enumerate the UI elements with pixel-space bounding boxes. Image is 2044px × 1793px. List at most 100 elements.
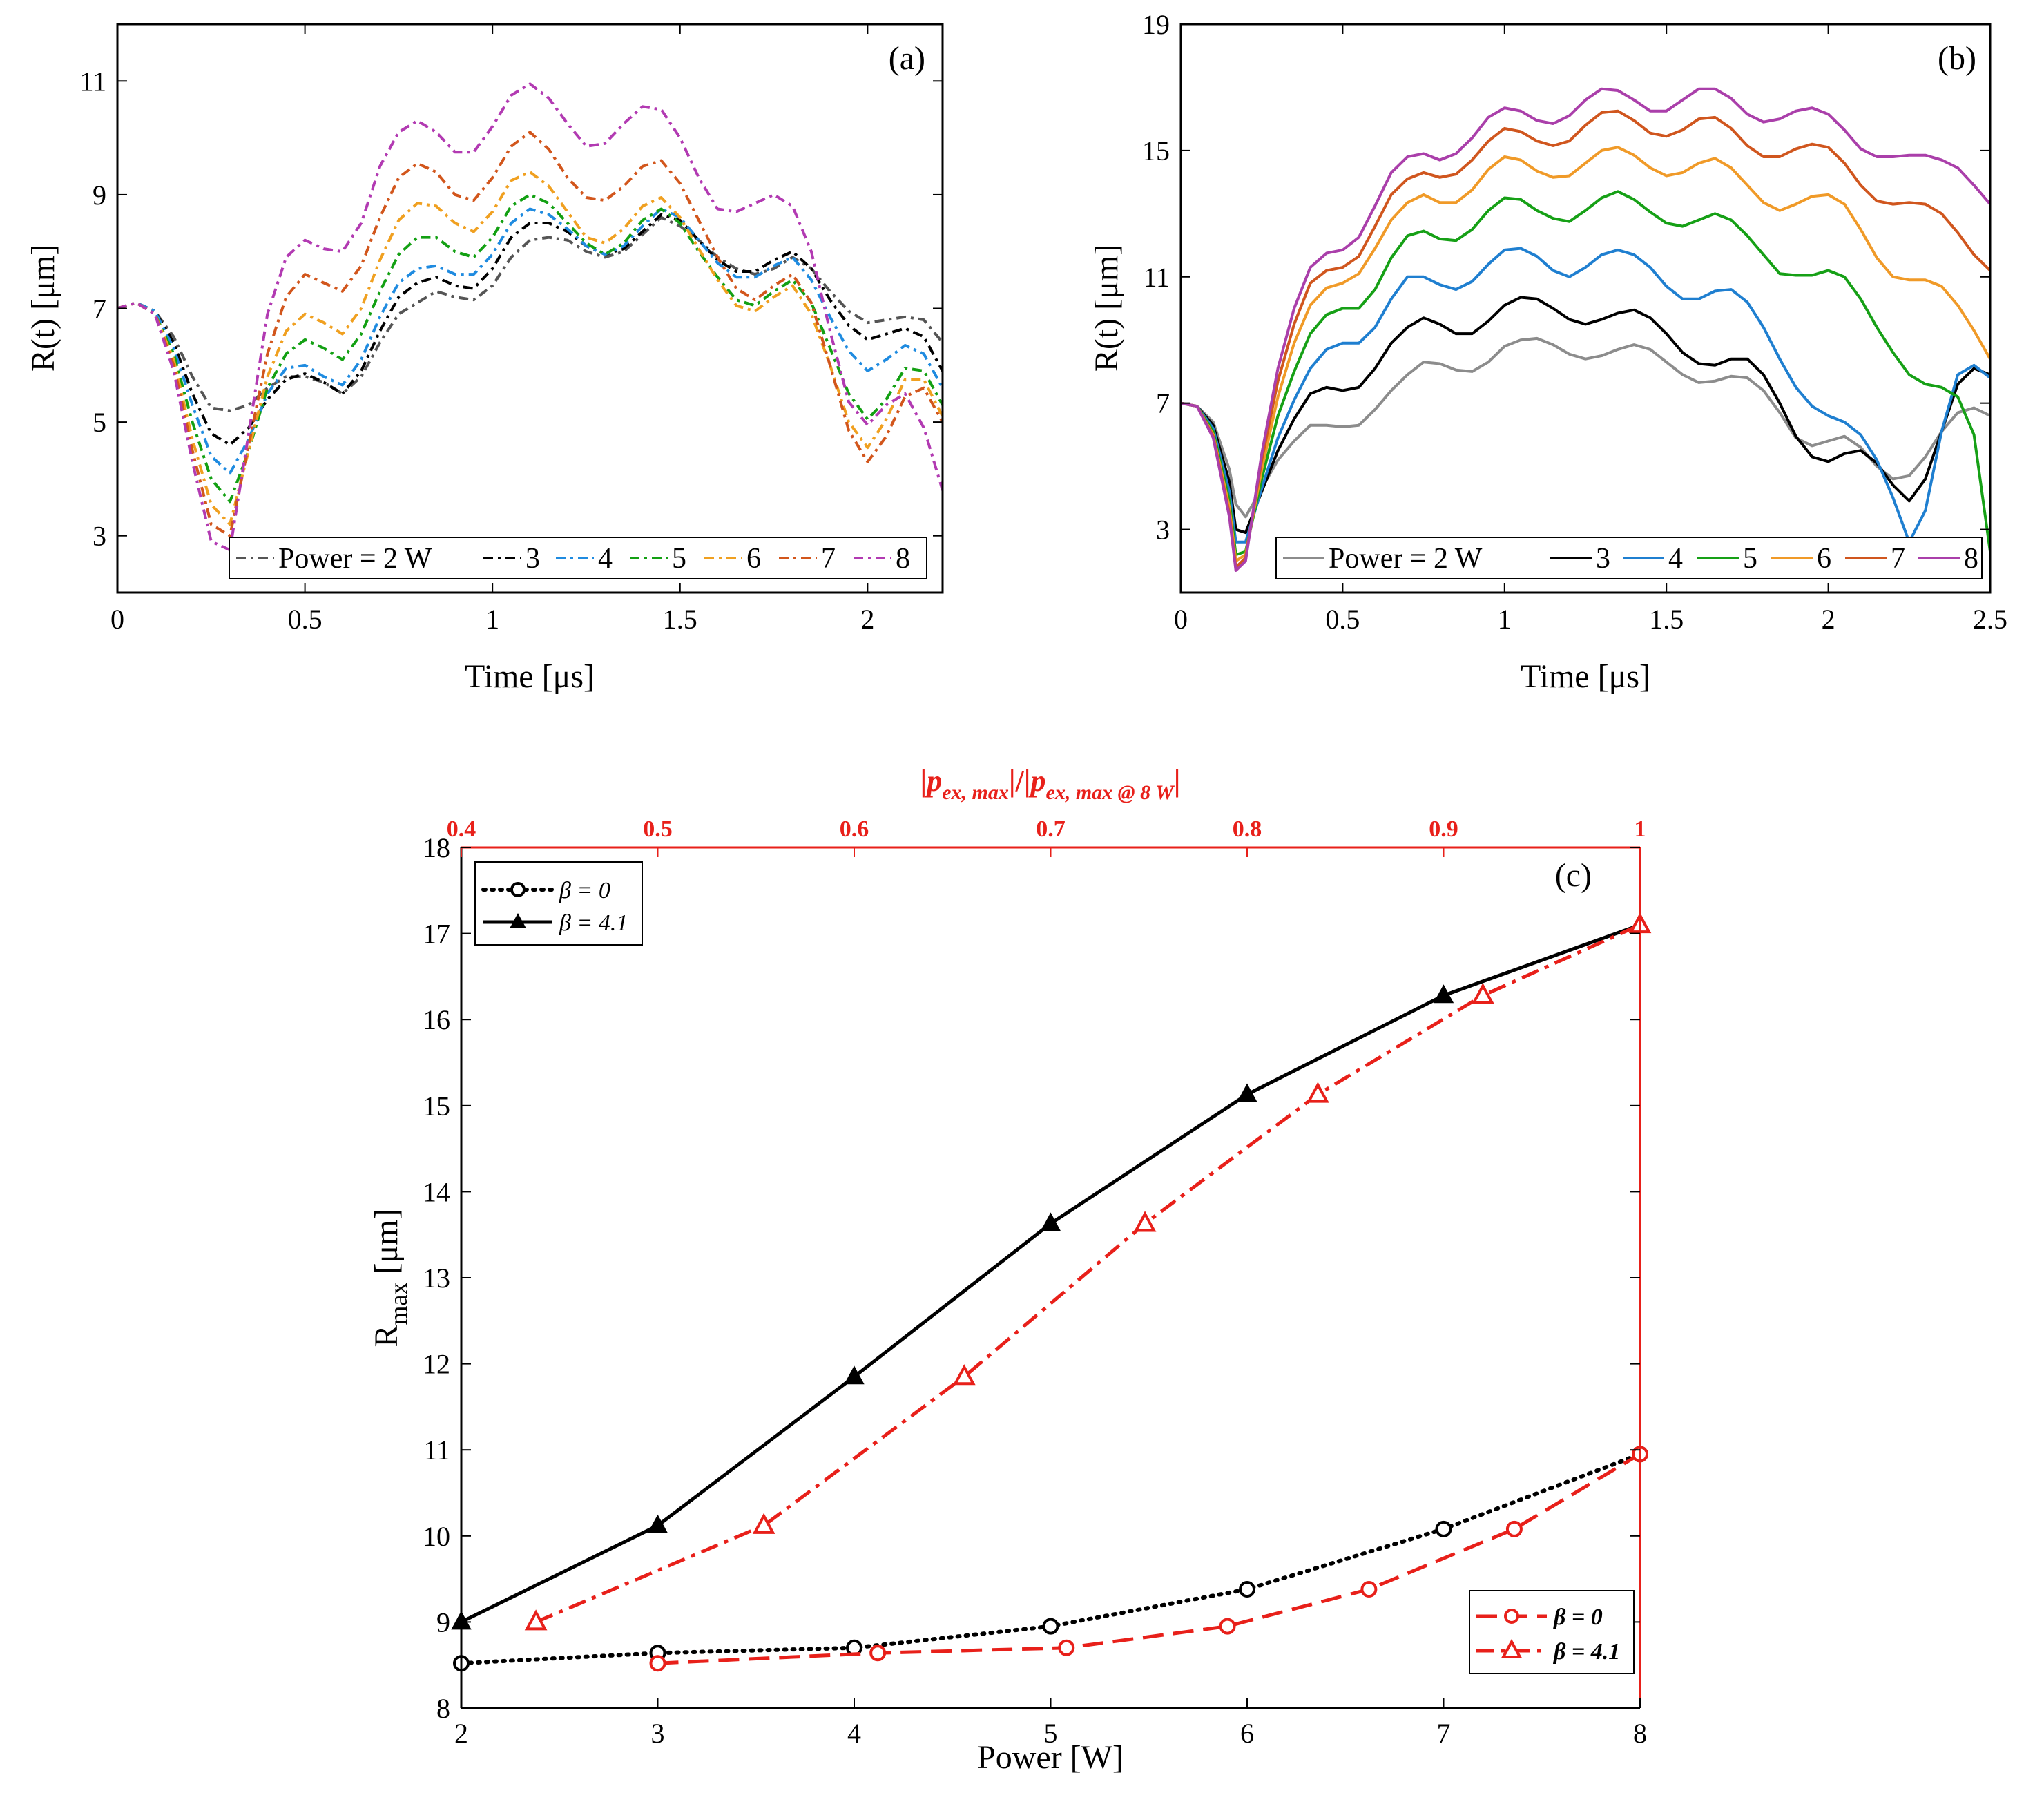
panel-b-legend-label-1: Power = 2 W xyxy=(1329,543,1483,575)
panel-c: 2 3 4 5 6 7 80.4 0.5 0.6 0.7 0.8 0.9 189101112131415… xyxy=(368,764,1652,1776)
panel-c-ytick-label: 17 xyxy=(423,919,450,950)
panel-c-series-2-marker xyxy=(1040,1212,1061,1231)
panel-c-legend-red-box xyxy=(1469,1590,1635,1674)
panel-a-ytick-label: 11 xyxy=(79,66,106,97)
panel-a-xtick-label: 2 xyxy=(860,604,874,635)
panel-a-series-group xyxy=(117,82,943,552)
panel-c-series-2-marker xyxy=(1433,984,1454,1004)
top-xlabel-p1: p xyxy=(924,764,942,798)
panel-c-legend-red: β = 0 β = 4.1 xyxy=(1469,1590,1635,1674)
panel-a-ytick-label: 5 xyxy=(93,407,106,438)
panel-a-legend-label-3: 4 xyxy=(598,543,613,575)
panel-c-series-4-marker xyxy=(1472,983,1494,1004)
panel-b-xtick-label: 1 xyxy=(1498,604,1512,635)
panel-c-series-3-marker xyxy=(869,1645,887,1662)
panel-a-ytick-label: 9 xyxy=(93,180,106,211)
panel-c-top-xtick-label: 1 xyxy=(1635,816,1646,842)
panel-c-series-4-marker xyxy=(524,1609,548,1631)
panel-b-xtick-label: 2 xyxy=(1822,604,1835,635)
top-xlabel-sub2: ex, max @ 8 W xyxy=(1046,781,1176,804)
panel-a-series-3 xyxy=(117,207,943,475)
panel-a-xtick-label: 1 xyxy=(485,604,499,635)
top-xlabel-p2: p xyxy=(1028,764,1046,798)
top-xlabel-mid: |/| xyxy=(1009,764,1031,798)
panel-b-legend-label-7: 8 xyxy=(1964,543,1978,575)
panel-c-series-2-marker xyxy=(1237,1083,1257,1102)
panel-c-top-xtick-label: 0.7 xyxy=(1036,816,1066,842)
panel-c-xtick-label: 4 xyxy=(847,1718,861,1749)
panel-a-series-2 xyxy=(117,213,943,446)
panel-c-xtick-label: 8 xyxy=(1633,1718,1647,1749)
panel-b-xtick-label: 1.5 xyxy=(1649,604,1684,635)
panel-a-legend-label-7: 8 xyxy=(896,543,910,575)
panel-c-ylabel: Rmax [μm] xyxy=(368,1208,412,1347)
panel-c-series-1-marker xyxy=(1042,1618,1059,1635)
panel-c-legend-black: β = 0 β = 4.1 xyxy=(474,861,643,946)
panel-c-legend-black-marker-2 xyxy=(510,913,526,928)
panel-c-legend-black-label-1: β = 0 xyxy=(559,878,610,903)
panel-c-series-4-marker xyxy=(752,1513,775,1534)
panel-c-series-3-marker xyxy=(1058,1639,1075,1656)
top-xlabel-bar1: | xyxy=(920,764,927,798)
panel-b-label: (b) xyxy=(1938,40,1976,77)
panel-c-legend-black-box xyxy=(474,861,643,946)
panel-c-series-3-marker xyxy=(1505,1520,1523,1537)
panel-c-series-3-marker xyxy=(1360,1581,1378,1598)
panel-c-series-3-marker xyxy=(649,1655,666,1672)
panel-c-ytick-label: 9 xyxy=(436,1607,450,1638)
panel-b-ytick-label: 3 xyxy=(1156,515,1170,546)
panel-b-series-2 xyxy=(1181,296,1990,535)
panel-c-ytick-label: 10 xyxy=(423,1521,450,1552)
panel-c-top-xtick-label: 0.6 xyxy=(840,816,869,842)
panel-b-series-group xyxy=(1181,87,1990,572)
panel-c-ytick-label: 11 xyxy=(423,1435,450,1466)
panel-c-legend-red-marker-2 xyxy=(1501,1638,1523,1658)
panel-b-legend-label-6: 7 xyxy=(1891,543,1905,575)
panel-c-legend-red-label-2: β = 4.1 xyxy=(1552,1639,1620,1665)
panel-c-legend-red-label-1: β = 0 xyxy=(1552,1604,1603,1630)
panel-c-ytick-label: 8 xyxy=(436,1693,450,1724)
top-xlabel-sub1: ex, max xyxy=(942,781,1009,804)
panel-c-xlabel: Power [W] xyxy=(977,1739,1124,1776)
panel-b-ytick-label: 19 xyxy=(1142,9,1170,40)
panel-a-xtick-label: 1.5 xyxy=(663,604,697,635)
panel-a-xtick-label: 0 xyxy=(110,604,124,635)
panel-a-legend-label-5: 6 xyxy=(746,543,761,575)
panel-c-top-xlabel: |pex, max|/|pex, max @ 8 W| xyxy=(920,764,1181,804)
panel-b-series-1 xyxy=(1181,336,1990,519)
panel-b-series-4 xyxy=(1181,190,1990,557)
panel-b-legend-label-5: 6 xyxy=(1817,543,1831,575)
panel-a-legend-label-4: 5 xyxy=(672,543,686,575)
panel-b-ylabel: R(t) [μm] xyxy=(1088,245,1125,372)
panel-c-series-group xyxy=(451,912,1652,1672)
panel-c-xtick-label: 5 xyxy=(1044,1718,1058,1749)
panel-a-legend-label-6: 7 xyxy=(821,543,836,575)
panel-a-ylabel: R(t) [μm] xyxy=(25,245,61,372)
panel-c-label: (c) xyxy=(1555,857,1592,894)
panel-b-legend-label-4: 5 xyxy=(1743,543,1757,575)
panel-b-xtick-label: 0 xyxy=(1174,604,1188,635)
panel-b-ytick-label: 11 xyxy=(1143,262,1170,293)
panel-c-legend-red-marker-1 xyxy=(1504,1609,1519,1624)
panel-b-legend-label-3: 4 xyxy=(1668,543,1683,575)
panel-c-legend-black-marker-1 xyxy=(510,882,526,897)
panel-b-ytick-label: 7 xyxy=(1156,388,1170,419)
panel-b-plot-frame xyxy=(1179,23,1992,594)
panel-b-xtick-label: 2.5 xyxy=(1973,604,2007,635)
panel-a-series-5 xyxy=(117,171,943,526)
panel-c-ylabel-main: R xyxy=(368,1325,405,1348)
panel-c-top-xtick-label: 0.5 xyxy=(643,816,673,842)
panel-a-legend-label-2: 3 xyxy=(526,543,540,575)
panel-c-series-2-marker xyxy=(844,1365,865,1385)
panel-a-series-6 xyxy=(117,131,943,537)
panel-c-series-1-marker xyxy=(1435,1520,1452,1537)
panel-c-top-xtick-label: 0.4 xyxy=(447,816,476,842)
panel-c-xtick-label: 6 xyxy=(1240,1718,1254,1749)
panel-b-xlabel: Time [μs] xyxy=(1521,658,1650,695)
panel-b-series-5 xyxy=(1181,146,1990,563)
panel-c-xtick-label: 2 xyxy=(454,1718,468,1749)
panel-c-xtick-label: 3 xyxy=(651,1718,665,1749)
panel-c-series-4-marker xyxy=(1307,1082,1329,1103)
